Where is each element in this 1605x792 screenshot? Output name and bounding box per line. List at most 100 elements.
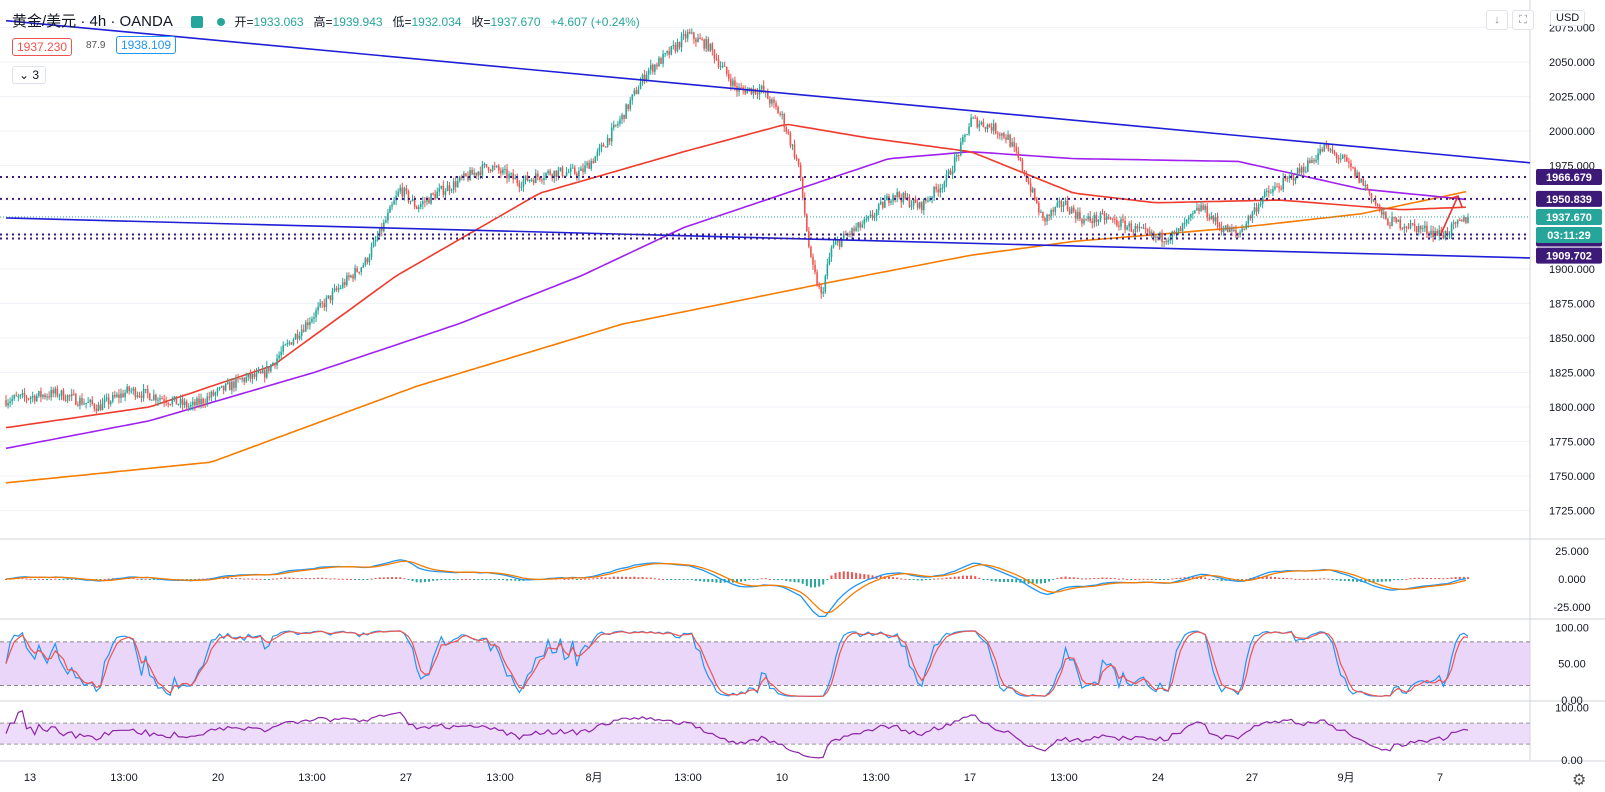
candle-body <box>1192 213 1194 215</box>
macd-histogram-bar <box>1212 579 1215 580</box>
candle-body <box>590 161 593 169</box>
candle-body <box>1015 146 1018 152</box>
candle-body <box>797 158 800 165</box>
candle-body <box>1072 207 1075 212</box>
candle-body <box>216 389 219 393</box>
macd-histogram-bar <box>764 578 767 580</box>
candle-body <box>1066 200 1069 210</box>
candle-body <box>769 98 771 104</box>
trendlines[interactable] <box>5 19 1531 259</box>
candle-body <box>454 181 457 187</box>
candle-body <box>294 334 297 340</box>
candle-body <box>666 51 668 54</box>
candle-body <box>927 200 929 202</box>
time-tick-label: 13:00 <box>110 772 138 784</box>
candle-body <box>249 373 252 379</box>
candle-body <box>194 401 196 406</box>
candle-body <box>783 113 786 128</box>
candle-body <box>360 267 363 272</box>
horizontal-levels[interactable] <box>0 176 1530 240</box>
scroll-down-button[interactable]: ↓ <box>1486 10 1508 30</box>
candle-body <box>1114 219 1116 221</box>
macd-histogram-bar <box>1376 579 1379 583</box>
candle-body <box>272 363 274 365</box>
macd-histogram-bar <box>378 577 381 579</box>
currency-button[interactable]: USD <box>1550 10 1586 26</box>
macd-histogram-bar <box>1105 577 1108 579</box>
candle-body <box>233 381 235 388</box>
candle-body <box>990 127 993 131</box>
candle-body <box>1413 223 1416 227</box>
candle-body <box>366 258 369 263</box>
macd-histogram-bar <box>748 579 751 581</box>
sell-button[interactable]: 1937.230 <box>12 38 73 56</box>
candle-body <box>1081 219 1083 224</box>
level-tag: 1966.679 <box>1546 172 1592 184</box>
candle-body <box>122 393 124 398</box>
candle-body <box>288 342 291 344</box>
macd-histogram-bar <box>621 576 624 579</box>
macd-histogram-bar <box>653 578 656 580</box>
candle-body <box>717 59 720 67</box>
candle-body <box>428 198 430 204</box>
candle-body <box>1274 186 1276 190</box>
gear-icon[interactable]: ⚙ <box>1572 772 1587 789</box>
candle-body <box>1079 211 1081 220</box>
macd-histogram-bar <box>239 578 242 580</box>
macd-tick-label: 0.000 <box>1558 574 1586 586</box>
candle-body <box>688 31 691 34</box>
candle-body <box>436 191 439 199</box>
candle-body <box>518 183 521 188</box>
candle-body <box>547 170 549 174</box>
candle-body <box>896 192 898 198</box>
candle-body <box>1346 157 1348 162</box>
candle-body <box>953 157 956 172</box>
candle-body <box>1179 228 1182 231</box>
candle-body <box>1144 227 1147 229</box>
macd-histogram-bar <box>136 578 139 580</box>
macd-histogram-bar <box>1294 578 1297 580</box>
down-arrow-icon: ↓ <box>1494 14 1500 26</box>
candle-body <box>409 200 412 202</box>
candle-body <box>183 401 186 406</box>
candle-body <box>1124 220 1126 230</box>
macd-histogram-bar <box>711 579 714 582</box>
indicator-collapse-button[interactable]: ⌄ 3 <box>12 66 47 84</box>
fullscreen-button[interactable]: ⛶ <box>1512 10 1534 30</box>
candle-body <box>229 382 231 391</box>
macd-histogram-bar <box>641 577 644 579</box>
time-tick-label: 17 <box>964 772 976 784</box>
buy-button[interactable]: 1938.109 <box>116 36 177 54</box>
trendline-upper[interactable] <box>5 19 1531 164</box>
macd-histogram-bar <box>814 579 817 588</box>
symbol-title[interactable]: 黄金/美元 · 4h · OANDA <box>12 13 173 30</box>
candle-body <box>1157 236 1159 239</box>
macd-histogram-bar <box>1171 578 1174 580</box>
candle-body <box>1438 230 1441 236</box>
candle-body <box>719 66 722 68</box>
candle-body <box>1070 207 1073 214</box>
time-axis[interactable]: 13 13:00 20 13:00 27 13:00 8月 13:00 10 13:00 17 13:… <box>24 772 1443 784</box>
candle-body <box>836 240 839 243</box>
macd-histogram-bar <box>694 579 697 581</box>
candle-body <box>1226 225 1229 233</box>
spread-value: 87.9 <box>86 40 106 51</box>
legend-header: 黄金/美元 · 4h · OANDA 开=1933.063 高=1939.943… <box>12 10 646 31</box>
candle-body <box>220 385 223 388</box>
candle-body <box>19 394 22 397</box>
macd-histogram-bar <box>1011 579 1014 583</box>
candle-body <box>1368 189 1371 194</box>
candle-body <box>196 398 198 406</box>
candle-body <box>448 185 451 191</box>
macd-histogram-bar <box>1068 577 1071 579</box>
candle-body <box>1060 201 1063 207</box>
candle-body <box>1171 231 1174 239</box>
macd-histogram-bar <box>1265 576 1268 579</box>
candle-body <box>658 58 660 67</box>
candle-body <box>506 169 508 179</box>
macd-histogram-bar <box>953 576 956 579</box>
price-axis[interactable]: 2075.0002050.0002025.0002000.0001975.000… <box>1549 23 1595 767</box>
macd-histogram-bar <box>407 579 410 580</box>
candle-body <box>1208 217 1211 220</box>
